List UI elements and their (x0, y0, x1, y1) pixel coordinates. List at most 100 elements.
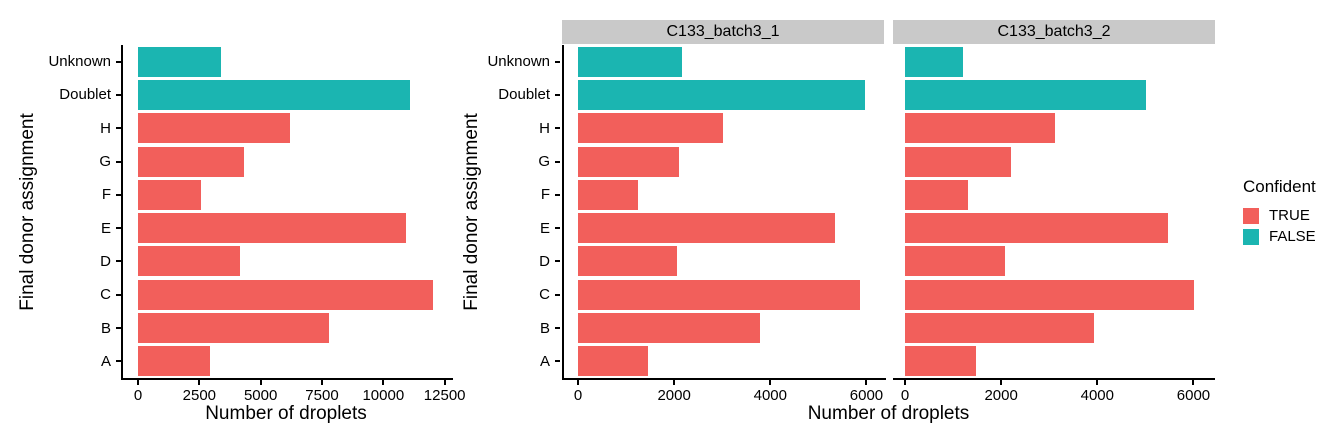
y-tick-f: F (2, 178, 121, 211)
y-tick-g: G (2, 145, 121, 178)
legend: Confident TRUE FALSE (1243, 177, 1316, 247)
x-tick-mark (769, 380, 772, 385)
x-tick-label: 6000 (1176, 387, 1211, 404)
y-tick-label: C (539, 286, 550, 304)
bar-h (138, 113, 291, 144)
x-tick-label: 10000 (362, 387, 405, 404)
bar-e (905, 213, 1168, 244)
y-tick-label: D (539, 252, 550, 270)
x-tick-mark (443, 380, 446, 385)
x-tick-label: 4000 (1080, 387, 1114, 404)
panel-combined: 0 2500 5000 7500 10000 12500 (121, 45, 466, 404)
facet-strip-label: C133_batch3_1 (666, 23, 780, 40)
bar-f (138, 179, 202, 210)
y-tick-f: F (441, 178, 560, 211)
x-tick-label: 5000 (243, 387, 278, 404)
x-tick-label: 7500 (305, 387, 339, 404)
x-axis-title-combined: Number of droplets (205, 403, 367, 424)
bar-d (578, 246, 678, 277)
bar-e (138, 213, 406, 244)
bar-a (578, 346, 649, 377)
y-tick-label: A (100, 352, 111, 370)
x-tick-mark (1096, 380, 1099, 385)
facet-strip-batch3-2: C133_batch3_2 (893, 20, 1215, 44)
y-tick-label: E (539, 219, 550, 237)
bar-f (905, 179, 968, 210)
x-tick-label: 0 (573, 387, 583, 404)
bar-a (138, 346, 210, 377)
y-tick-a: A (441, 345, 560, 378)
x-tick-label: 12500 (423, 387, 466, 404)
x-tick-mark (1192, 380, 1195, 385)
bar-e (578, 213, 836, 244)
panel-batch3-2: 0 2000 4000 6000 (893, 45, 1215, 404)
bar-c (905, 279, 1195, 310)
legend-label-true: TRUE (1269, 207, 1310, 224)
x-tick-label: 0 (900, 387, 910, 404)
y-tick-label: F (540, 186, 550, 204)
bar-unknown (578, 46, 682, 77)
x-tick-mark (865, 380, 868, 385)
y-tick-doublet: Doublet (441, 78, 560, 111)
bar-d (905, 246, 1006, 277)
y-tick-label: G (99, 153, 111, 171)
legend-item-false: FALSE (1243, 226, 1316, 247)
panel-batch3-1: 0 2000 4000 6000 (562, 45, 886, 404)
bar-c (138, 279, 433, 310)
facet-strip-batch3-1: C133_batch3_1 (562, 20, 884, 44)
x-tick-label: 0 (133, 387, 143, 404)
x-tick-mark (673, 380, 676, 385)
bar-b (578, 313, 760, 344)
y-tick-label: C (100, 286, 111, 304)
bar-doublet (578, 79, 866, 110)
x-tick-mark (137, 380, 139, 385)
bar-doublet (138, 79, 410, 110)
facet-strip-label: C133_batch3_2 (997, 23, 1111, 40)
y-tick-a: A (2, 345, 121, 378)
y-tick-unknown: Unknown (2, 45, 121, 78)
y-tick-h: H (2, 112, 121, 145)
legend-swatch-true (1243, 207, 1259, 224)
bar-unknown (138, 46, 221, 77)
y-tick-b: B (441, 311, 560, 344)
y-tick-label: H (100, 119, 111, 137)
y-tick-label: E (100, 219, 111, 237)
bar-b (138, 313, 330, 344)
x-tick-mark (198, 380, 201, 385)
y-tick-label: F (101, 186, 111, 204)
y-axis-labels-facet: Unknown Doublet H G F E D C B A (441, 45, 560, 378)
y-tick-d: D (441, 245, 560, 278)
y-tick-unknown: Unknown (441, 45, 560, 78)
legend-title: Confident (1243, 177, 1316, 196)
y-tick-label: Doublet (59, 86, 111, 104)
y-tick-d: D (2, 245, 121, 278)
bar-f (578, 179, 639, 210)
legend-item-true: TRUE (1243, 205, 1316, 226)
x-tick-mark (1000, 380, 1003, 385)
y-tick-c: C (441, 278, 560, 311)
bar-doublet (905, 79, 1146, 110)
y-tick-c: C (2, 278, 121, 311)
x-tick-label: 4000 (753, 387, 787, 404)
legend-swatch-false (1243, 228, 1259, 245)
y-tick-label: Unknown (487, 53, 550, 71)
y-tick-label: A (539, 352, 550, 370)
y-tick-e: E (2, 211, 121, 244)
y-tick-doublet: Doublet (2, 78, 121, 111)
y-tick-label: Doublet (498, 86, 550, 104)
bar-h (905, 113, 1055, 144)
legend-label-false: FALSE (1269, 228, 1316, 245)
y-tick-label: B (100, 319, 111, 337)
bar-a (905, 346, 977, 377)
y-tick-h: H (441, 112, 560, 145)
y-tick-g: G (441, 145, 560, 178)
y-tick-b: B (2, 311, 121, 344)
y-tick-e: E (441, 211, 560, 244)
y-tick-label: G (538, 153, 550, 171)
y-tick-label: Unknown (48, 53, 111, 71)
bar-h (578, 113, 723, 144)
x-tick-mark (320, 380, 323, 385)
y-tick-label: H (539, 119, 550, 137)
x-tick-mark (904, 380, 906, 385)
